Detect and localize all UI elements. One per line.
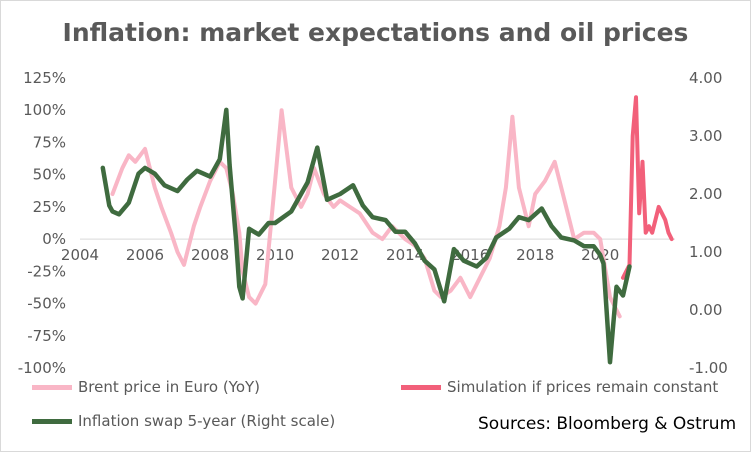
x-tick-label: 2018	[516, 246, 554, 264]
sources-note: Sources: Bloomberg & Ostrum	[478, 414, 737, 434]
x-tick-label: 2006	[126, 246, 164, 264]
y-left-tick-label: -100%	[18, 359, 66, 377]
y-left-tick-label: 75%	[33, 133, 66, 151]
y-right-tick-label: 3.00	[689, 127, 722, 145]
y-left-tick-label: -50%	[27, 295, 66, 313]
legend-brent-label: Brent price in Euro (YoY)	[78, 378, 261, 396]
x-tick-label: 2008	[191, 246, 229, 264]
legend-brent: Brent price in Euro (YoY)	[32, 378, 260, 396]
legend-simulation: Simulation if prices remain constant	[401, 378, 718, 396]
legend-swap-label: Inflation swap 5-year (Right scale)	[78, 412, 336, 430]
y-right-tick-label: -1.00	[689, 359, 728, 377]
y-right-tick-label: 1.00	[689, 243, 722, 261]
y-left-tick-label: 25%	[33, 198, 66, 216]
legend-swap: Inflation swap 5-year (Right scale)	[32, 412, 335, 430]
legend-brent-swatch	[32, 385, 72, 390]
y-right-tick-label: 0.00	[689, 301, 722, 319]
chart-title: Inflation: market expectations and oil p…	[62, 18, 689, 47]
series-line-simulation	[621, 95, 674, 280]
y-left-tick-label: 100%	[23, 101, 66, 119]
y-left-tick-label: 0%	[42, 230, 66, 248]
x-tick-label: 2014	[386, 246, 424, 264]
y-left-tick-label: 50%	[33, 166, 66, 184]
x-tick-label: 2012	[321, 246, 359, 264]
y-left-tick-label: 125%	[23, 69, 66, 87]
y-right-tick-label: 4.00	[689, 69, 722, 87]
x-tick-label: 2004	[61, 246, 99, 264]
legend-swap-swatch	[32, 419, 72, 424]
legend-simulation-swatch	[401, 385, 441, 390]
series-line-swap	[100, 107, 632, 365]
y-left-tick-label: -75%	[27, 327, 66, 345]
y-right-tick-label: 2.00	[689, 185, 722, 203]
legend-simulation-label: Simulation if prices remain constant	[447, 378, 719, 396]
y-left-tick-label: -25%	[27, 262, 66, 280]
x-tick-label: 2010	[256, 246, 294, 264]
